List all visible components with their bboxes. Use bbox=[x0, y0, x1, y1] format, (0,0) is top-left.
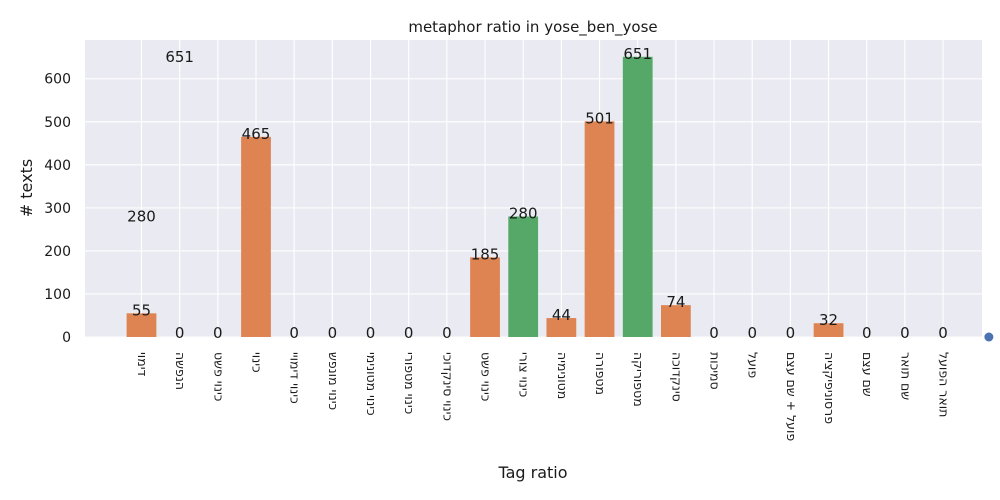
bar-value-label: 0 bbox=[709, 324, 719, 342]
y-tick-label: 100 bbox=[44, 287, 71, 303]
x-tick-label: פרסוניפיקציה bbox=[822, 352, 837, 424]
bar-value-label: 0 bbox=[786, 324, 796, 342]
bar-value-label: 0 bbox=[862, 324, 872, 342]
bar-value-label: 0 bbox=[289, 324, 299, 342]
bar-value-label: 44 bbox=[552, 306, 571, 324]
bar bbox=[470, 257, 500, 337]
y-tick-label: 300 bbox=[44, 201, 71, 217]
stray-value-label: 651 bbox=[165, 48, 194, 66]
x-tick-label: פועל + שם עצם bbox=[784, 352, 799, 441]
x-tick-label: שם עצם bbox=[860, 352, 875, 397]
bars bbox=[126, 56, 994, 342]
bar bbox=[508, 216, 539, 337]
y-tick-label: 600 bbox=[44, 72, 71, 88]
bar-value-label: 280 bbox=[509, 204, 538, 222]
bar-value-label: 185 bbox=[471, 245, 500, 263]
bar bbox=[584, 121, 615, 337]
x-tick-label: כינוי פשט bbox=[479, 352, 494, 401]
x-tick-label: מטפוריקה bbox=[631, 352, 646, 407]
bar-value-label: 0 bbox=[213, 324, 223, 342]
bar bbox=[546, 318, 577, 337]
y-tick-label: 0 bbox=[62, 330, 71, 346]
chart-title: metaphor ratio in yose_ben_yose bbox=[408, 18, 657, 37]
x-tick-labels: דימוי הנפשה כינוי פשט כינוי כינוי דימויי כינו… bbox=[135, 352, 952, 441]
x-tick-label: פועל bbox=[746, 352, 761, 378]
x-tick-label: תואר הפועל bbox=[937, 352, 952, 417]
data-labels: 55 0 0 465 0 0 0 0 0 185 280 44 501 651 74 0 0 0 32 0 0 0 280 6… bbox=[127, 45, 948, 342]
bar-value-label: 651 bbox=[623, 45, 652, 63]
y-tick-label: 500 bbox=[44, 115, 71, 131]
x-axis-label: Tag ratio bbox=[497, 463, 567, 482]
x-tick-label: מטונימיה bbox=[555, 352, 570, 399]
x-tick-label: הנפשה bbox=[173, 352, 188, 390]
bar bbox=[241, 136, 271, 337]
x-tick-label: כינוי סינקדוכי bbox=[440, 352, 455, 421]
bar-value-label: 0 bbox=[938, 324, 948, 342]
bar-value-label: 0 bbox=[404, 324, 414, 342]
x-tick-label: דימוי bbox=[135, 352, 150, 376]
bar-value-label: 501 bbox=[585, 109, 614, 127]
scatter-point bbox=[984, 332, 994, 342]
y-tick-label: 400 bbox=[44, 158, 71, 174]
bar-value-label: 0 bbox=[175, 324, 185, 342]
y-tick-labels: 0 100 200 300 400 500 600 bbox=[44, 72, 71, 346]
x-tick-label: כינוי דימויי bbox=[288, 352, 303, 404]
bar bbox=[126, 313, 157, 337]
x-tick-label: מטפורה bbox=[593, 352, 608, 395]
bar-value-label: 0 bbox=[328, 324, 338, 342]
bar bbox=[622, 56, 653, 337]
x-tick-label: שם תואר bbox=[898, 352, 913, 400]
x-tick-label: כינוי מטפורי bbox=[402, 352, 417, 414]
bar-value-label: 0 bbox=[747, 324, 757, 342]
bar bbox=[660, 305, 691, 337]
x-tick-label: סינקדוכה bbox=[669, 352, 684, 402]
bar-value-label: 465 bbox=[242, 125, 271, 143]
bar-value-label: 74 bbox=[666, 293, 685, 311]
bar bbox=[813, 323, 844, 337]
x-tick-label: כינוי צורי bbox=[517, 352, 532, 397]
x-tick-label: כינוי bbox=[250, 352, 265, 373]
stray-value-label: 280 bbox=[127, 207, 156, 225]
bar-value-label: 0 bbox=[366, 324, 376, 342]
bar-value-label: 0 bbox=[900, 324, 910, 342]
bar-value-label: 0 bbox=[442, 324, 452, 342]
x-tick-label: כינוי מטונימי bbox=[364, 352, 379, 416]
x-tick-label: סמיכות bbox=[708, 352, 723, 390]
x-tick-label: כינוי פשט bbox=[211, 352, 226, 401]
y-axis-label: # texts bbox=[17, 159, 36, 217]
x-tick-label: כינוי מונפש bbox=[326, 352, 341, 410]
y-tick-label: 200 bbox=[44, 244, 71, 260]
bar-value-label: 32 bbox=[819, 311, 838, 329]
bar-value-label: 55 bbox=[132, 301, 151, 319]
